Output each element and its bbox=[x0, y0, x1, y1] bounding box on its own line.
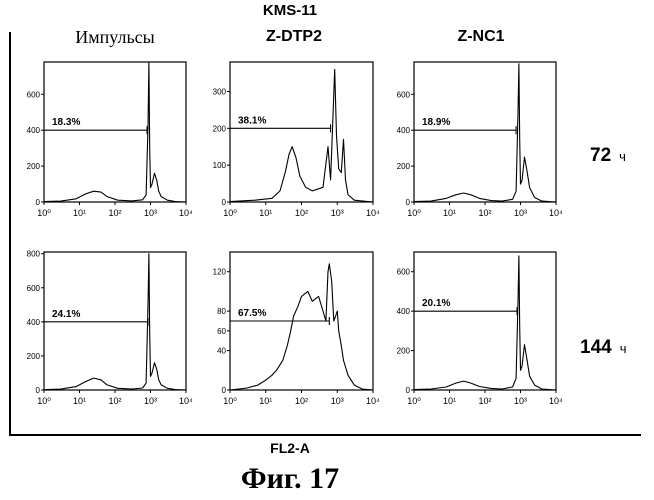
y-tick-label: 0 bbox=[36, 386, 41, 395]
gate-percent-label: 38.1% bbox=[238, 115, 266, 126]
row-label-72h: 72 ч bbox=[590, 145, 626, 167]
histogram-line bbox=[43, 61, 187, 203]
x-tick-label: 10⁴ bbox=[549, 208, 563, 218]
x-tick-label: 10³ bbox=[331, 396, 344, 406]
y-tick-label: 0 bbox=[222, 386, 227, 395]
x-tick-label: 10⁰ bbox=[223, 396, 237, 406]
y-tick-label: 200 bbox=[397, 162, 411, 171]
x-tick-label: 10² bbox=[108, 208, 121, 218]
figure-frame-left bbox=[9, 32, 11, 436]
y-tick-label: 600 bbox=[27, 90, 41, 99]
y-tick-label: 100 bbox=[213, 161, 227, 170]
y-tick-label: 600 bbox=[397, 90, 411, 99]
y-tick-label: 400 bbox=[27, 318, 41, 327]
x-tick-label: 10² bbox=[295, 208, 308, 218]
x-tick-label: 10³ bbox=[331, 208, 344, 218]
x-tick-label: 10³ bbox=[144, 396, 157, 406]
y-tick-label: 200 bbox=[213, 124, 227, 133]
column-title-z-nc1: Z-NC1 bbox=[457, 28, 505, 45]
y-tick-label: 600 bbox=[27, 284, 41, 293]
histogram-line bbox=[229, 263, 374, 391]
histogram-line bbox=[229, 68, 374, 203]
x-tick-label: 10¹ bbox=[443, 208, 456, 218]
gate-percent-label: 18.9% bbox=[422, 117, 450, 128]
y-tick-label: 80 bbox=[217, 307, 226, 316]
y-tick-label: 400 bbox=[397, 307, 411, 316]
x-tick-label: 10² bbox=[108, 396, 121, 406]
x-tick-label: 10⁰ bbox=[407, 396, 421, 406]
gate-percent-label: 67.5% bbox=[238, 308, 266, 319]
y-tick-label: 120 bbox=[213, 268, 227, 277]
x-tick-label: 10¹ bbox=[259, 208, 272, 218]
x-tick-label: 10² bbox=[478, 396, 491, 406]
column-title-impulses: Импульсы bbox=[75, 27, 155, 47]
plot-frame bbox=[43, 251, 187, 391]
row-label-unit: ч bbox=[619, 341, 627, 356]
y-tick-label: 600 bbox=[397, 268, 411, 277]
x-tick-label: 10⁴ bbox=[179, 208, 193, 218]
x-tick-label: 10² bbox=[478, 208, 491, 218]
x-tick-label: 10¹ bbox=[443, 396, 456, 406]
x-tick-label: 10⁰ bbox=[223, 208, 237, 218]
gate-percent-label: 24.1% bbox=[52, 309, 80, 320]
figure-caption: Фиг. 17 bbox=[240, 462, 340, 495]
figure-title: KMS-11 bbox=[262, 2, 318, 19]
plot-frame bbox=[43, 61, 187, 203]
x-tick-label: 10² bbox=[295, 396, 308, 406]
x-tick-label: 10⁴ bbox=[549, 396, 563, 406]
figure-frame-bottom bbox=[9, 434, 641, 436]
y-tick-label: 60 bbox=[217, 327, 226, 336]
x-tick-label: 10³ bbox=[514, 396, 527, 406]
x-tick-label: 10³ bbox=[144, 208, 157, 218]
x-tick-label: 10⁴ bbox=[366, 208, 380, 218]
row-label-unit: ч bbox=[619, 149, 626, 164]
plot-frame bbox=[413, 251, 557, 391]
y-tick-label: 200 bbox=[27, 352, 41, 361]
y-tick-label: 0 bbox=[406, 198, 411, 207]
x-tick-label: 10³ bbox=[514, 208, 527, 218]
column-title-z-dtp2: Z-DTP2 bbox=[266, 28, 322, 45]
x-tick-label: 10¹ bbox=[73, 208, 86, 218]
histogram-line bbox=[413, 63, 557, 203]
y-tick-label: 200 bbox=[397, 347, 411, 356]
x-tick-label: 10¹ bbox=[259, 396, 272, 406]
y-tick-label: 0 bbox=[222, 198, 227, 207]
y-tick-label: 200 bbox=[27, 162, 41, 171]
y-tick-label: 400 bbox=[27, 126, 41, 135]
gate-percent-label: 18.3% bbox=[52, 117, 80, 128]
x-tick-label: 10⁰ bbox=[37, 208, 51, 218]
y-tick-label: 0 bbox=[36, 198, 41, 207]
plot-frame bbox=[413, 61, 557, 203]
x-tick-label: 10⁴ bbox=[179, 396, 193, 406]
x-tick-label: 10⁴ bbox=[366, 396, 380, 406]
row-label-144h: 144 ч bbox=[580, 337, 626, 359]
gate-percent-label: 20.1% bbox=[422, 298, 450, 309]
x-axis-caption: FL2-A bbox=[270, 440, 310, 456]
y-tick-label: 400 bbox=[397, 126, 411, 135]
histogram-line bbox=[413, 255, 557, 391]
row-label-value: 72 bbox=[590, 145, 612, 166]
plot-frame bbox=[229, 61, 374, 203]
histogram-line bbox=[43, 253, 187, 391]
x-tick-label: 10¹ bbox=[73, 396, 86, 406]
x-tick-label: 10⁰ bbox=[407, 208, 421, 218]
row-label-value: 144 bbox=[580, 337, 612, 358]
y-tick-label: 800 bbox=[27, 250, 41, 259]
y-tick-label: 0 bbox=[406, 386, 411, 395]
x-tick-label: 10⁰ bbox=[37, 396, 51, 406]
y-tick-label: 300 bbox=[213, 87, 227, 96]
y-tick-label: 40 bbox=[217, 347, 226, 356]
